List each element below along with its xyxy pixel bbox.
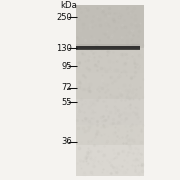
Bar bbox=[76, 46, 140, 50]
Text: 95: 95 bbox=[62, 62, 72, 71]
Bar bbox=[76, 73, 144, 125]
Text: 250: 250 bbox=[56, 13, 72, 22]
Bar bbox=[76, 5, 144, 48]
Text: 55: 55 bbox=[62, 98, 72, 107]
Bar bbox=[76, 44, 140, 46]
Text: 130: 130 bbox=[56, 44, 72, 53]
Text: 36: 36 bbox=[61, 137, 72, 146]
Bar bbox=[76, 145, 144, 176]
Text: 72: 72 bbox=[61, 83, 72, 92]
Bar bbox=[76, 99, 144, 176]
Text: kDa: kDa bbox=[60, 1, 77, 10]
Bar bbox=[76, 5, 144, 176]
